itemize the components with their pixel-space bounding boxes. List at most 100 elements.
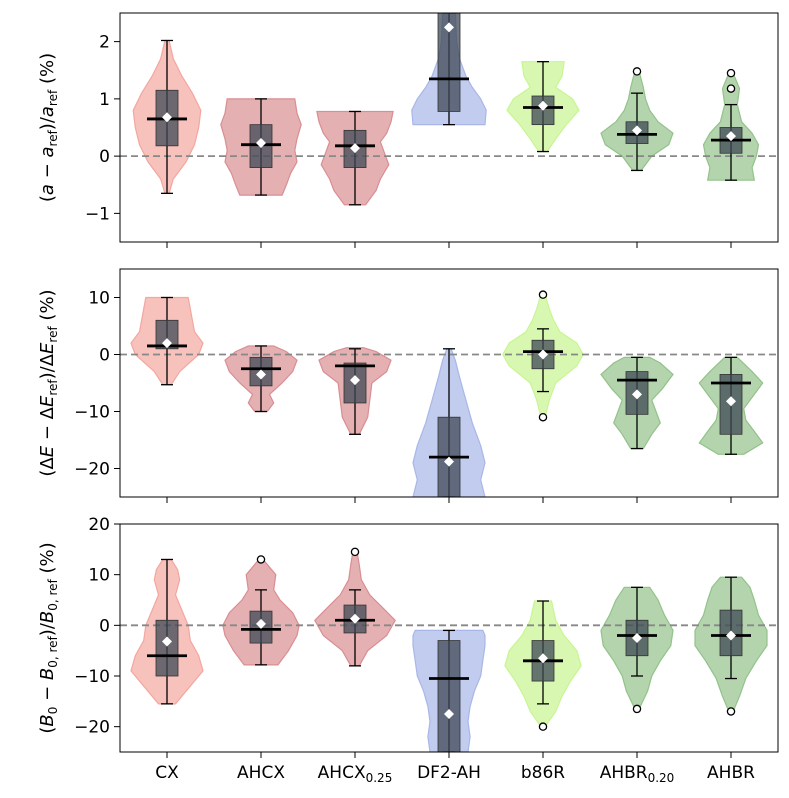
y-axis-label-part: B xyxy=(37,668,58,680)
plot-area xyxy=(120,547,778,752)
x-category-label: AHBR0.20 xyxy=(600,763,675,785)
mean-marker xyxy=(538,100,548,111)
y-axis-label: (a − aref​)/aref​ (%) xyxy=(37,53,60,202)
plot-area xyxy=(120,290,778,497)
plot-area xyxy=(120,13,778,206)
mean-marker xyxy=(444,709,454,719)
y-axis-label-part: a xyxy=(37,106,58,117)
x-category-label-text: AHBR xyxy=(707,763,755,783)
mean-marker xyxy=(632,633,642,643)
y-tick-label: 10 xyxy=(88,289,110,309)
mean-marker xyxy=(350,375,360,386)
x-category-label: AHBR xyxy=(707,763,755,783)
y-tick-label: −10 xyxy=(74,667,110,687)
mean-marker xyxy=(162,338,172,349)
x-category-label: AHCX0.25 xyxy=(318,763,393,785)
y-axis-label-part: ref xyxy=(46,326,60,343)
y-axis-label-part: ref xyxy=(46,89,60,106)
y-axis-label-part: E xyxy=(37,342,58,354)
outlier-point xyxy=(632,704,642,714)
panel-1: −1 0 1 2 (a − aref​)/aref​ (%) xyxy=(37,12,779,248)
outlier-point xyxy=(538,290,548,299)
y-tick-label: 0 xyxy=(99,346,110,366)
y-tick-label: −20 xyxy=(74,460,110,480)
mean-marker xyxy=(444,22,454,33)
y-axis-label-part: (%) xyxy=(37,289,58,326)
panel-3: −20 −10 0 10 20 (B0​ − B0, ref​)/B0, ref​ (%) xyxy=(37,515,779,758)
mean-marker xyxy=(538,349,548,360)
outlier-point xyxy=(726,707,736,716)
y-axis-label-part: )/ xyxy=(37,116,58,130)
y-axis-label: (B0​ − B0, ref​)/B0, ref​ (%) xyxy=(37,542,60,733)
y-tick-label: 0 xyxy=(99,147,110,167)
y-tick-label: 0 xyxy=(99,616,110,636)
y-tick-label: 20 xyxy=(88,515,110,535)
y-axis-label-part: )/ xyxy=(37,622,58,636)
y-axis-label-part: − xyxy=(37,158,58,185)
outlier-point xyxy=(350,547,360,557)
x-category-label: b86R xyxy=(521,763,565,783)
outlier-point xyxy=(726,68,736,78)
y-axis-label-part: (%) xyxy=(37,542,58,579)
mean-marker xyxy=(444,456,454,467)
y-axis-label-part: ref xyxy=(46,129,60,146)
x-category-label: AHCX xyxy=(237,763,285,783)
iqr-box xyxy=(437,13,461,112)
y-axis-label-part: (%) xyxy=(37,53,58,90)
mean-marker xyxy=(162,112,172,123)
y-tick-label: 10 xyxy=(88,566,110,586)
iqr-box xyxy=(155,619,179,677)
y-axis-label-part: E xyxy=(37,445,58,457)
x-category-label-text: b86R xyxy=(521,763,565,783)
mean-marker xyxy=(256,618,266,629)
outlier-point xyxy=(538,722,548,731)
y-tick-label: 2 xyxy=(99,33,110,53)
y-tick-label: 1 xyxy=(99,90,110,110)
mean-marker xyxy=(726,630,736,641)
y-axis-label-part: 0 xyxy=(46,707,60,715)
y-axis-label-part: ( xyxy=(37,727,58,734)
y-axis-label-part: ( xyxy=(37,195,58,202)
y-tick-label: −10 xyxy=(74,403,110,423)
x-category-label-subscript: 0.25 xyxy=(366,771,393,785)
mean-marker xyxy=(726,396,736,407)
x-category-label-text: AHCX xyxy=(237,763,285,783)
y-axis-label-part: E xyxy=(37,395,58,407)
x-category-label: DF2-AH xyxy=(417,763,481,783)
mean-marker xyxy=(162,636,172,647)
y-axis-label-part: ref xyxy=(46,379,60,396)
outlier-point xyxy=(256,555,266,564)
outlier-point xyxy=(538,412,548,422)
mean-marker xyxy=(350,143,360,154)
y-axis-label-part: a xyxy=(37,184,58,195)
y-axis-label-part: B xyxy=(37,611,58,623)
y-axis-label-part: )/Δ xyxy=(37,353,58,379)
y-axis-label: (ΔE − ΔEref​)/ΔEref​ (%) xyxy=(37,289,60,476)
x-category-label-subscript: 0.20 xyxy=(648,771,675,785)
x-category-label-text: DF2-AH xyxy=(417,763,481,783)
outlier-point xyxy=(726,84,736,93)
panel-2: −20 −10 0 10 (ΔE − ΔEref​)/ΔEref​ (%) xyxy=(37,268,779,503)
x-category-label: CX xyxy=(155,763,179,783)
x-category-label-text: AHBR xyxy=(600,763,648,783)
y-axis-label-part: − xyxy=(37,680,58,707)
y-axis-label-part: a xyxy=(37,146,58,157)
mean-marker xyxy=(632,389,642,400)
y-axis-label-part: 0, ref xyxy=(46,578,60,610)
mean-marker xyxy=(256,369,266,380)
iqr-box xyxy=(437,640,461,752)
outlier-point xyxy=(632,67,642,76)
mean-marker xyxy=(538,653,548,664)
y-tick-label: −1 xyxy=(85,204,110,224)
mean-marker xyxy=(726,131,736,142)
mean-marker xyxy=(256,137,266,148)
mean-marker xyxy=(632,125,642,136)
x-category-label-text: AHCX xyxy=(318,763,366,783)
y-axis-label-part: 0, ref xyxy=(46,635,60,667)
y-tick-label: −20 xyxy=(74,718,110,738)
y-axis-label-part: − Δ xyxy=(37,406,58,446)
iqr-box xyxy=(155,319,179,350)
x-category-label-text: CX xyxy=(155,763,179,783)
y-axis-label-part: B xyxy=(37,714,58,726)
